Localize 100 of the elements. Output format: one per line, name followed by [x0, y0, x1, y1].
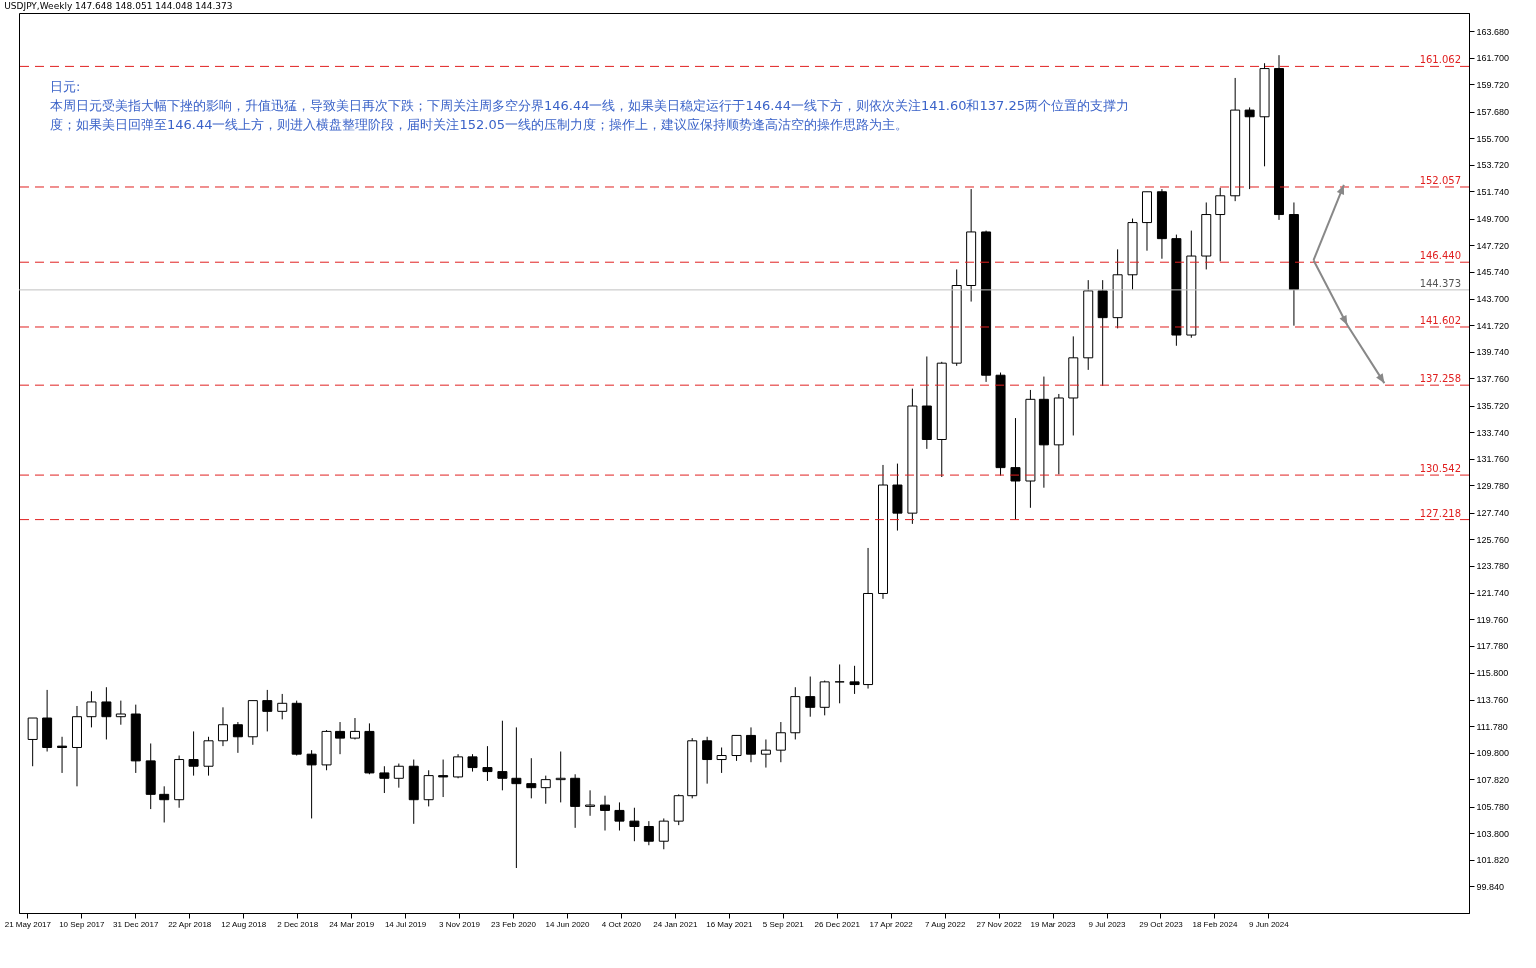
ref-line-label: 130.542 [1419, 463, 1461, 475]
candlestick [511, 726, 522, 869]
candlestick [614, 801, 625, 832]
candlestick [277, 693, 288, 720]
candlestick [540, 775, 551, 805]
ref-line-label: 137.258 [1419, 373, 1461, 385]
y-tick-label: 121.740 [1476, 588, 1510, 599]
x-tick-label: 14 Jul 2019 [384, 919, 427, 929]
candlestick [57, 736, 68, 774]
x-tick-label: 3 Nov 2019 [439, 919, 481, 929]
x-tick-label: 23 Feb 2020 [491, 919, 537, 929]
candlestick [393, 763, 404, 789]
y-tick-label: 111.780 [1476, 721, 1508, 732]
y-tick-label: 107.820 [1476, 774, 1510, 785]
candlestick [232, 721, 243, 754]
y-tick-label: 161.700 [1476, 53, 1510, 64]
x-tick-label: 9 Jun 2024 [1249, 919, 1290, 929]
candlestick [658, 817, 669, 850]
y-tick-label: 101.820 [1476, 855, 1510, 866]
candlestick [438, 759, 449, 798]
x-tick-label: 24 Mar 2019 [329, 919, 375, 929]
annotation: 日元: [50, 78, 82, 96]
candlestick [760, 738, 771, 769]
x-tick-label: 21 May 2017 [4, 919, 52, 929]
y-tick-label: 127.740 [1476, 508, 1510, 519]
y-tick-label: 149.700 [1476, 214, 1510, 225]
ref-line-label: 161.062 [1419, 54, 1461, 66]
y-tick-label: 147.720 [1476, 240, 1510, 251]
y-tick-label: 131.760 [1476, 454, 1510, 465]
ref-line-label: 141.602 [1419, 314, 1461, 326]
x-tick-label: 7 Aug 2022 [924, 919, 966, 929]
candlestick [600, 795, 611, 832]
x-tick-label: 22 Apr 2018 [168, 919, 212, 929]
candlestick [482, 745, 493, 782]
y-tick-label: 109.800 [1476, 748, 1510, 759]
candlestick [555, 751, 566, 803]
x-tick-label: 5 Sep 2021 [762, 919, 805, 929]
x-tick-label: 19 Mar 2023 [1030, 919, 1077, 929]
y-tick-label: 113.760 [1476, 695, 1509, 706]
candlestick [629, 807, 640, 842]
y-tick-label: 145.740 [1476, 267, 1510, 278]
chart-title: USDJPY,Weekly 147.648 148.051 144.048 144.373 [4, 1, 233, 11]
y-tick-label: 135.720 [1476, 401, 1510, 412]
candlestick [1010, 417, 1021, 521]
y-tick-label: 125.760 [1476, 534, 1510, 545]
candlestick [115, 700, 126, 726]
candlestick [262, 689, 273, 732]
x-tick-label: 9 Jul 2023 [1088, 919, 1127, 929]
ref-line-label: 146.440 [1419, 250, 1461, 262]
candlestick [805, 676, 816, 718]
ref-line-label: 144.373 [1419, 277, 1461, 289]
y-tick-label: 157.680 [1476, 107, 1510, 118]
y-tick-label: 139.740 [1476, 347, 1510, 358]
candlestick [849, 665, 860, 695]
candlestick [306, 749, 317, 819]
candlestick [834, 663, 845, 704]
ref-line-label: 127.218 [1419, 507, 1461, 519]
candlestick [379, 765, 390, 794]
candlestick [775, 721, 786, 763]
y-tick-label: 159.720 [1476, 79, 1510, 90]
x-tick-label: 17 Apr 2022 [869, 919, 914, 929]
candlestick [27, 717, 38, 767]
candlestick [526, 757, 537, 799]
candlestick [335, 721, 346, 755]
y-tick-label: 99.840 [1476, 881, 1505, 892]
x-tick-label: 18 Feb 2024 [1192, 919, 1238, 929]
y-tick-label: 153.720 [1476, 160, 1510, 171]
y-tick-label: 129.780 [1476, 480, 1510, 491]
candlestick [745, 726, 756, 763]
x-tick-label: 10 Sep 2017 [59, 919, 106, 929]
candlestick [1244, 106, 1255, 190]
candlestick [731, 734, 742, 762]
y-tick-label: 119.760 [1476, 614, 1509, 625]
annotation: 本周日元受美指大幅下挫的影响，升值迅猛，导致美日再次下跌；下周关注周多空分界146.44一线，如果美日稳定运行于146.44一线下方，则依次关注141.60和137.25两个位置的支撑力度；如果美日回弹至146.44一线上方，则进入横盘整理阶段，届时关注152.05一线的压制力度；操作上，建议应保持顺势逢高沽空的操作思路为主。 [50, 97, 1130, 134]
x-tick-label: 2 Dec 2018 [277, 919, 319, 929]
y-tick-label: 123.780 [1476, 561, 1510, 572]
x-tick-label: 12 Aug 2018 [221, 919, 267, 929]
x-tick-label: 29 Oct 2023 [1139, 919, 1184, 929]
x-tick-label: 16 May 2021 [706, 919, 753, 929]
candlestick [643, 820, 654, 846]
candlestick [101, 686, 112, 740]
y-tick-label: 117.780 [1476, 641, 1509, 652]
candlestick [188, 730, 199, 777]
x-tick-label: 14 Jun 2020 [545, 919, 591, 929]
candlestick [702, 736, 713, 785]
candlestick [159, 785, 170, 823]
candlestick [716, 746, 727, 774]
y-tick-label: 155.700 [1476, 133, 1510, 144]
y-tick-label: 133.740 [1476, 427, 1510, 438]
y-tick-label: 141.720 [1476, 320, 1510, 331]
y-tick-label: 103.800 [1476, 828, 1510, 839]
candlestick [453, 753, 464, 779]
y-tick-label: 105.780 [1476, 802, 1510, 813]
candlestick [585, 789, 596, 817]
x-tick-label: 27 Nov 2022 [976, 919, 1023, 929]
y-tick-label: 163.680 [1476, 26, 1510, 37]
x-tick-label: 31 Dec 2017 [113, 919, 160, 929]
candlestick [1215, 187, 1226, 262]
candlestick [497, 720, 508, 791]
x-tick-label: 4 Oct 2020 [601, 919, 642, 929]
